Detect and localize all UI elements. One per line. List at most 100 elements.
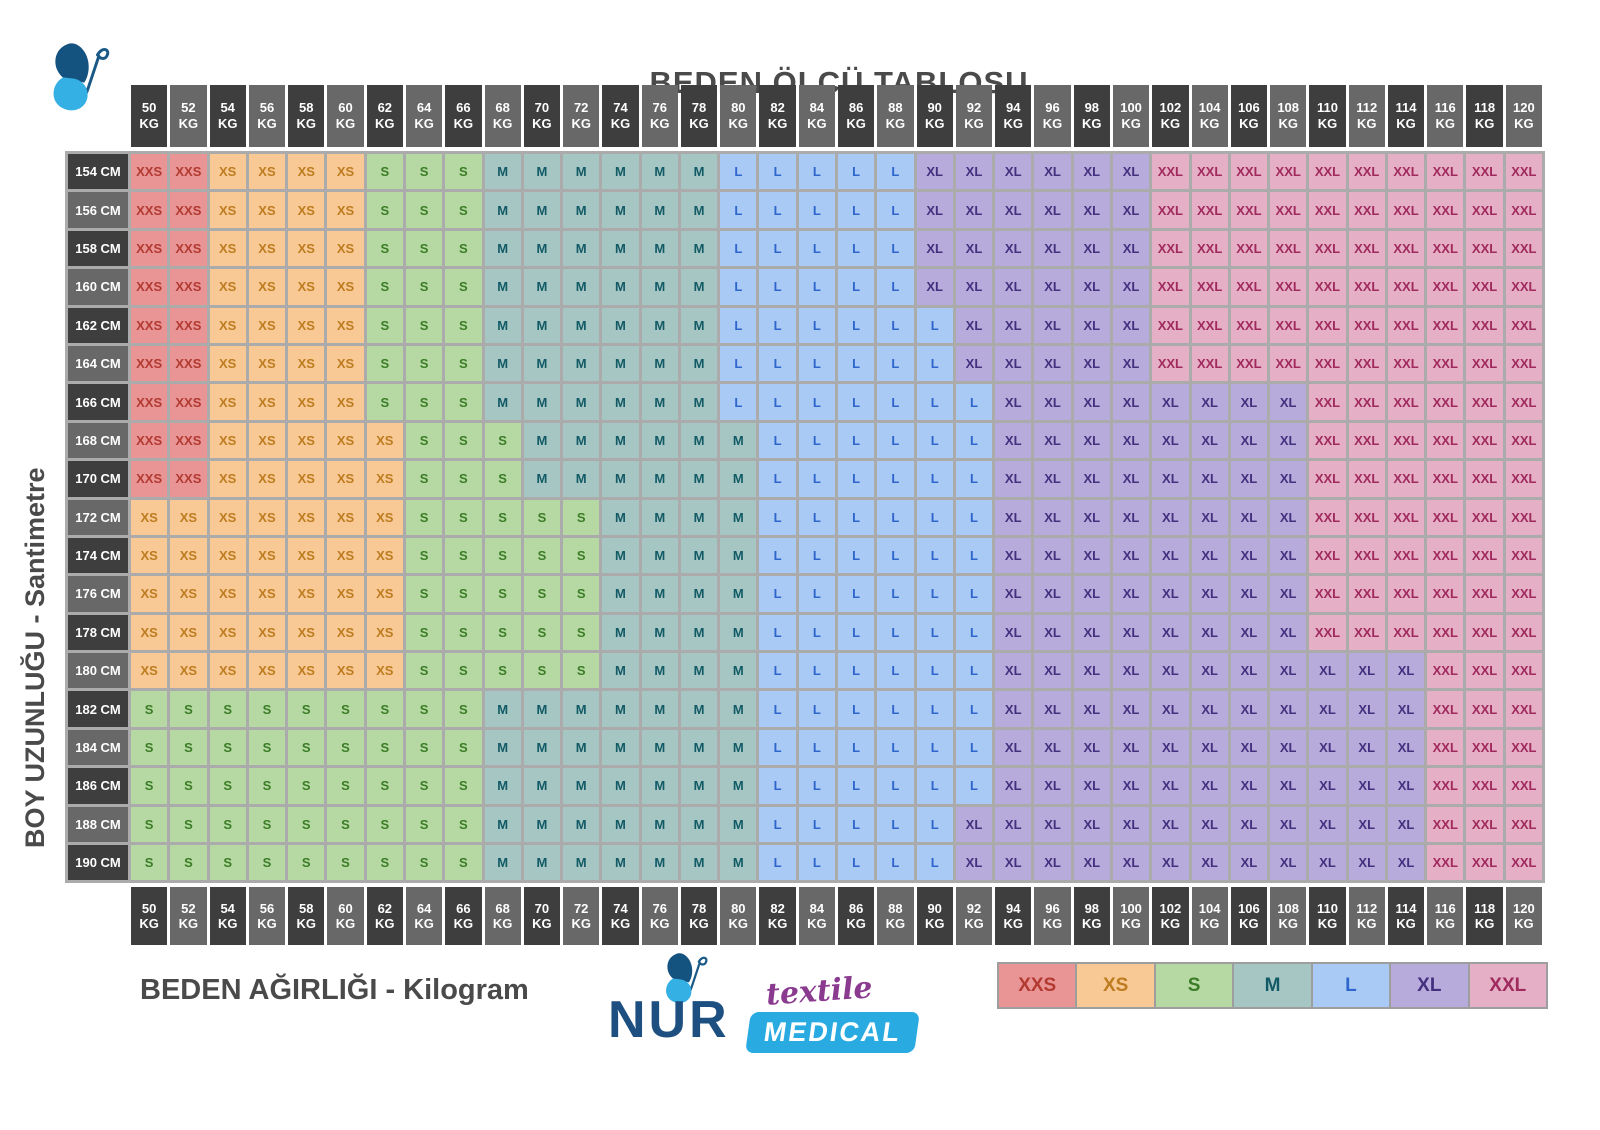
size-cell: XL	[1073, 576, 1110, 612]
size-cell: M	[680, 806, 718, 843]
size-cell: XXL	[1348, 230, 1385, 267]
size-cell: M	[484, 384, 521, 420]
kg-header-cell: 102 KG	[1152, 85, 1189, 147]
size-cell: M	[563, 461, 600, 497]
size-cell: XL	[916, 154, 953, 190]
size-cell: XL	[1112, 729, 1150, 766]
size-cell: L	[877, 422, 914, 459]
size-cell: S	[405, 345, 443, 382]
size-cell: L	[838, 576, 875, 612]
size-cell: XXL	[1387, 499, 1425, 535]
size-cell: M	[484, 192, 521, 228]
kg-header-cell: 94 KG	[995, 887, 1032, 946]
size-cell: M	[680, 653, 718, 689]
size-cell: S	[288, 768, 325, 804]
size-cell: M	[680, 537, 718, 574]
size-cell: M	[680, 614, 718, 651]
size-cell: XS	[366, 461, 403, 497]
size-cell: L	[720, 345, 757, 382]
size-cell: XS	[327, 614, 364, 651]
size-cell: XXL	[1427, 384, 1464, 420]
size-cell: XL	[1073, 768, 1110, 804]
size-cell: S	[209, 691, 246, 727]
cm-header-cell: 164 CM	[68, 345, 128, 382]
size-cell: XL	[1152, 806, 1189, 843]
size-cell: XL	[995, 461, 1032, 497]
size-cell: L	[798, 345, 835, 382]
size-cell: XS	[248, 653, 286, 689]
size-cell: M	[563, 806, 600, 843]
kg-header-cell: 66 KG	[445, 85, 482, 147]
kg-header-cell: 108 KG	[1270, 85, 1307, 147]
size-cell: L	[877, 691, 914, 727]
size-cell: XL	[1152, 729, 1189, 766]
size-cell: S	[248, 845, 286, 881]
size-cell: XS	[170, 499, 207, 535]
size-cell: M	[680, 345, 718, 382]
kg-header-cell: 60 KG	[327, 85, 364, 147]
size-cell: XL	[1112, 537, 1150, 574]
size-cell: M	[602, 230, 639, 267]
size-cell: L	[759, 768, 796, 804]
kg-header-cell: 112 KG	[1348, 85, 1385, 147]
size-cell: XXS	[170, 384, 207, 420]
size-cell: M	[563, 345, 600, 382]
size-cell: XS	[288, 653, 325, 689]
size-cell: L	[838, 154, 875, 190]
size-cell: S	[248, 806, 286, 843]
size-cell: L	[916, 422, 953, 459]
size-cell: M	[563, 307, 600, 343]
size-cell: L	[720, 269, 757, 305]
size-cell: XL	[1230, 537, 1268, 574]
size-cell: XS	[209, 230, 246, 267]
size-cell: XXL	[1505, 845, 1542, 881]
size-cell: S	[563, 614, 600, 651]
cm-header-cell: 190 CM	[68, 845, 128, 881]
size-cell: XXS	[170, 154, 207, 190]
size-cell: L	[955, 729, 993, 766]
size-cell: S	[288, 845, 325, 881]
kg-header-cell: 72 KG	[563, 85, 600, 147]
size-cell: L	[955, 653, 993, 689]
size-cell: L	[877, 537, 914, 574]
size-cell: M	[523, 845, 561, 881]
size-cell: XL	[1191, 729, 1228, 766]
size-cell: S	[523, 537, 561, 574]
size-cell: M	[563, 729, 600, 766]
size-cell: M	[484, 230, 521, 267]
size-cell: XL	[1387, 806, 1425, 843]
size-cell: XXL	[1427, 230, 1464, 267]
size-cell: XL	[1073, 499, 1110, 535]
size-cell: M	[484, 154, 521, 190]
size-cell: S	[445, 845, 482, 881]
size-cell: XL	[1073, 345, 1110, 382]
size-cell: M	[602, 653, 639, 689]
size-cell: M	[641, 154, 678, 190]
kg-header-cell: 120 KG	[1505, 887, 1542, 946]
size-cell: XS	[248, 307, 286, 343]
size-cell: M	[680, 422, 718, 459]
size-cell: XXL	[1427, 614, 1464, 651]
size-cell: S	[366, 768, 403, 804]
size-cell: L	[877, 230, 914, 267]
size-table: 50 KG 52 KG 54 KG 56 KG 58 KG 60 KG 62 KG 64 KG 66 KG 68 KG…	[65, 85, 1545, 946]
size-cell: XL	[1112, 230, 1150, 267]
size-cell: L	[916, 461, 953, 497]
cm-header-cell: 156 CM	[68, 192, 128, 228]
size-cell: XXL	[1387, 576, 1425, 612]
size-cell: XS	[327, 499, 364, 535]
size-cell: M	[602, 537, 639, 574]
size-cell: XL	[1152, 614, 1189, 651]
corner-spacer	[68, 887, 128, 945]
size-cell: XL	[916, 269, 953, 305]
kg-header-cell: 120 KG	[1505, 85, 1542, 147]
size-cell: S	[405, 192, 443, 228]
size-cell: XL	[1270, 461, 1307, 497]
kg-header-cell: 66 KG	[445, 887, 482, 946]
size-cell: XXS	[131, 422, 168, 459]
size-cell: S	[405, 691, 443, 727]
size-cell: XXL	[1505, 576, 1542, 612]
kg-header-cell: 80 KG	[720, 887, 757, 946]
size-cell: S	[131, 768, 168, 804]
size-cell: XXL	[1466, 614, 1503, 651]
